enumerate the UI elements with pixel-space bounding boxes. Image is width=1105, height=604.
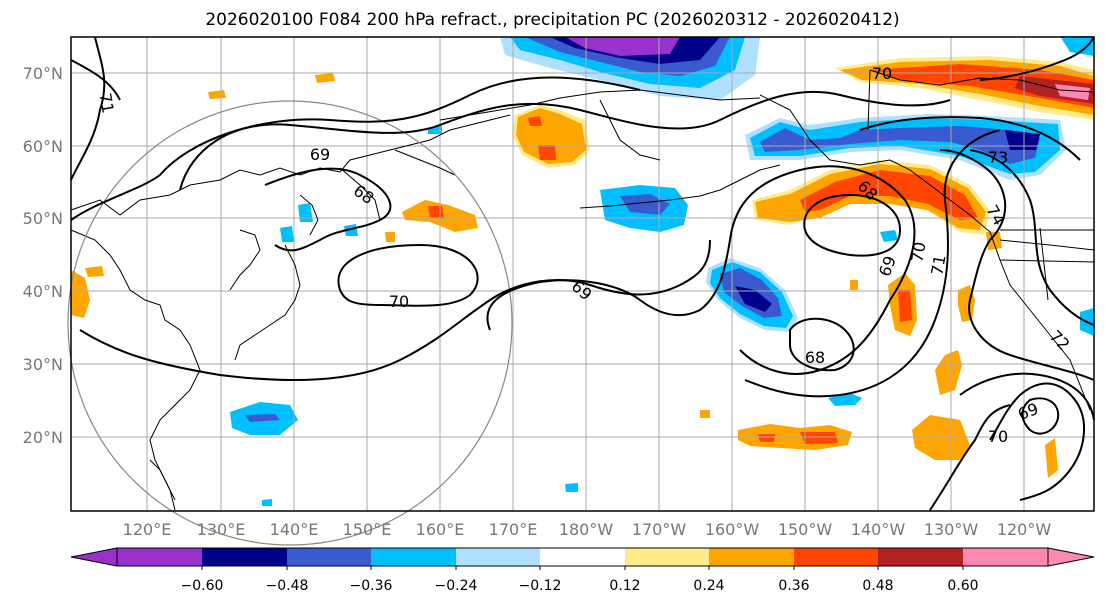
map-title: 2026020100 F084 200 hPa refract., precip…: [205, 10, 900, 30]
contour-value-label: 70: [988, 427, 1008, 446]
colorbar-tick-label: −0.48: [266, 578, 309, 594]
longitude-label: 120°E: [123, 520, 172, 539]
longitude-label: 130°W: [924, 520, 979, 539]
colorbar-tick-label: −0.12: [519, 578, 562, 594]
colorbar-tick-label: 0.24: [693, 578, 724, 594]
longitude-label: 170°E: [489, 520, 538, 539]
longitude-label: 160°W: [705, 520, 760, 539]
range-circle: [67, 100, 513, 546]
latitude-label: 50°N: [23, 209, 63, 228]
contour-value-label: 70: [872, 64, 892, 83]
contour-value-label: 68: [805, 348, 825, 367]
gridlines: [71, 37, 1094, 511]
colorbar-swatch: [878, 548, 963, 566]
contour-value-label: 70: [389, 292, 409, 311]
colorbar-swatch: [625, 548, 709, 566]
longitude-label: 140°E: [270, 520, 319, 539]
colorbar-swatch: [963, 548, 1048, 566]
refractivity-contours: [70, 36, 1095, 511]
colorbar-extend-high: [1047, 547, 1095, 567]
colorbar-tick-label: −0.60: [181, 578, 224, 594]
contour-value-label: 70: [907, 240, 929, 263]
longitude-label: 180°W: [559, 520, 614, 539]
longitude-label: 160°E: [416, 520, 465, 539]
colorbar-swatch: [371, 548, 456, 566]
colorbar-swatch: [540, 548, 625, 566]
contour-value-label: 71: [95, 91, 117, 114]
longitude-labels: 120°E 130°E 140°E 150°E 160°E 170°E 180°W 170°W…: [123, 520, 1052, 539]
colorbar-tick-label: 0.48: [862, 578, 893, 594]
colorbar-tick-label: −0.24: [435, 578, 478, 594]
colorbar-swatch: [117, 548, 202, 566]
colorbar-tick-label: 0.12: [609, 578, 640, 594]
longitude-label: 130°E: [197, 520, 246, 539]
latitude-label: 60°N: [23, 137, 63, 156]
latitude-labels: 70°N 60°N 50°N 40°N 30°N 20°N: [23, 64, 63, 447]
map-frame: [70, 36, 1095, 512]
colorbar-swatch: [456, 548, 540, 566]
contour-value-label: 69: [310, 145, 330, 164]
colorbar: −0.60 −0.48 −0.36 −0.24 −0.12 0.12 0.24 0.36 0.4…: [70, 547, 1095, 594]
colorbar-tick-label: 0.60: [947, 578, 978, 594]
longitude-label: 150°W: [778, 520, 833, 539]
longitude-label: 120°W: [997, 520, 1052, 539]
longitude-label: 140°W: [851, 520, 906, 539]
colorbar-swatch: [794, 548, 878, 566]
colorbar-extend-low: [70, 547, 118, 567]
precip-shading: [71, 36, 1094, 506]
contour-value-label: 71: [927, 253, 949, 276]
longitude-label: 170°W: [632, 520, 687, 539]
coastlines: [70, 69, 1095, 511]
colorbar-swatch: [709, 548, 794, 566]
latitude-label: 30°N: [23, 355, 63, 374]
longitude-label: 150°E: [343, 520, 392, 539]
colorbar-tick-label: −0.36: [350, 578, 393, 594]
contour-value-label: 73: [988, 148, 1008, 167]
colorbar-swatch: [202, 548, 287, 566]
latitude-label: 40°N: [23, 282, 63, 301]
latitude-label: 70°N: [23, 64, 63, 83]
colorbar-swatch: [287, 548, 371, 566]
colorbar-tick-label: 0.36: [778, 578, 809, 594]
latitude-label: 20°N: [23, 428, 63, 447]
